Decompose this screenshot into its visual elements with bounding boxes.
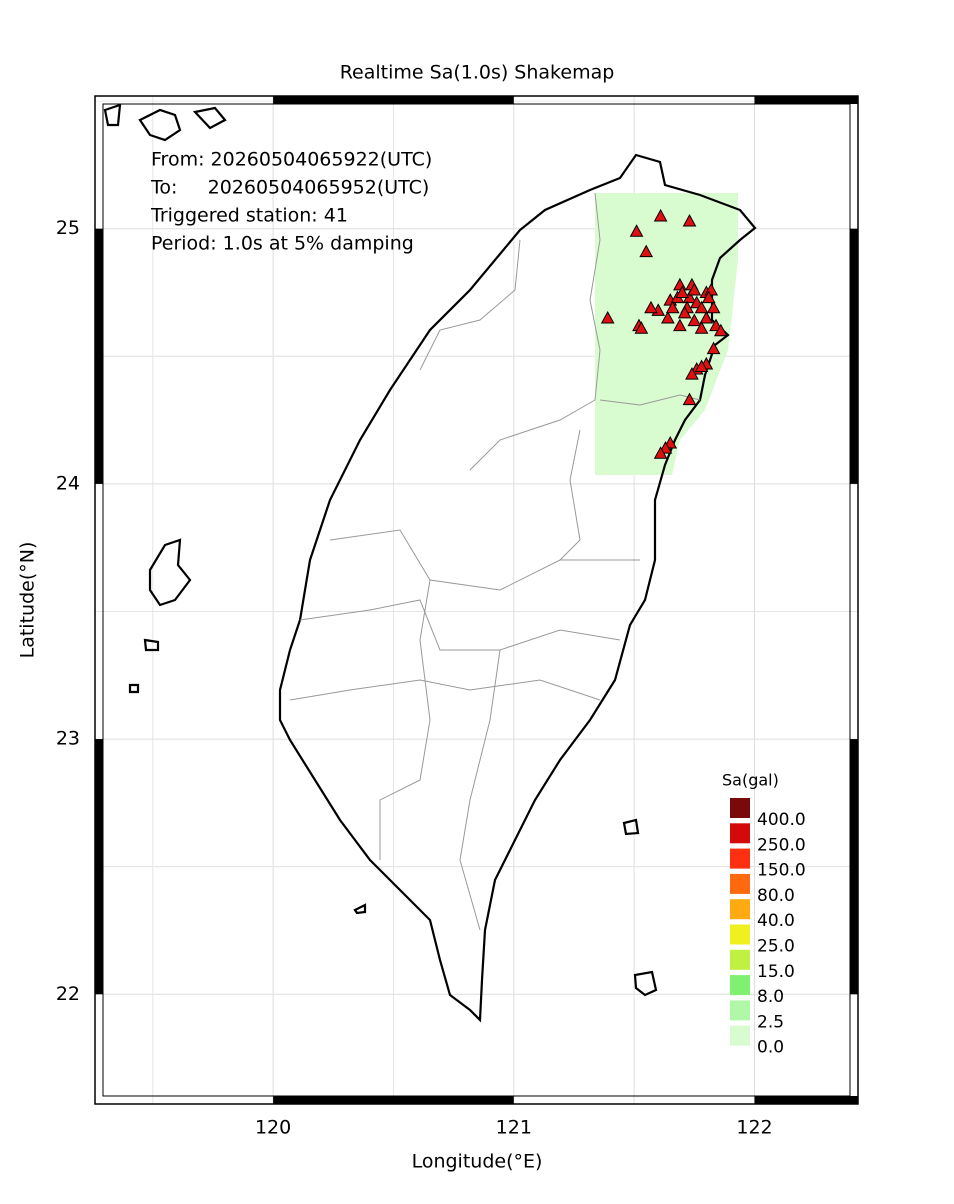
legend-label: 0.0 [757, 1038, 784, 1058]
station [682, 392, 697, 406]
frame-bar [273, 1096, 514, 1104]
stations [600, 208, 728, 459]
map-title: Realtime Sa(1.0s) Shakemap [340, 62, 615, 84]
station [665, 300, 680, 314]
legend-swatch [730, 798, 750, 818]
station [713, 323, 728, 337]
legend-swatch [730, 823, 750, 844]
station [677, 305, 692, 319]
y-axis-label: Latitude(°N) [17, 542, 39, 659]
legend-label: 2.5 [757, 1012, 784, 1032]
islet [353, 903, 367, 915]
station [661, 310, 675, 324]
info-line: To: 20260504065952(UTC) [150, 177, 429, 199]
station [644, 300, 658, 314]
y-tick-label: 23 [56, 728, 80, 750]
county-line [329, 529, 640, 591]
frame-bar [95, 228, 103, 484]
legend-label: 8.0 [757, 987, 784, 1007]
frame-bar [273, 96, 514, 104]
y-tick-label: 24 [56, 472, 80, 494]
station [682, 213, 697, 227]
frame-bar [850, 739, 858, 995]
frame-inner [102, 103, 851, 1097]
green-island [622, 818, 640, 836]
shaded-area [595, 193, 738, 475]
station [653, 208, 668, 222]
y-tick-label: 25 [56, 217, 80, 239]
county-line [419, 239, 521, 371]
info-line: Period: 1.0s at 5% damping [151, 233, 414, 255]
x-tick-label: 122 [736, 1117, 772, 1139]
legend-swatch [730, 848, 750, 869]
frame-bar [850, 228, 858, 484]
taiwan-outline [278, 153, 757, 1023]
legend-label: 400.0 [757, 810, 806, 830]
legend-label: 15.0 [757, 962, 795, 982]
station [634, 321, 649, 334]
station [701, 290, 716, 304]
station [694, 359, 709, 373]
legend-swatch [730, 924, 750, 945]
info-line: From: 20260504065922(UTC) [151, 149, 432, 171]
orchid-island [633, 970, 658, 997]
frame-outer [94, 95, 859, 1105]
station [706, 300, 721, 314]
legend-label: 25.0 [757, 937, 795, 957]
county-line [559, 429, 581, 561]
station [687, 282, 702, 296]
legend-swatch [730, 949, 750, 970]
matsu-islands [103, 103, 227, 142]
station [629, 224, 644, 237]
county-line [379, 579, 431, 860]
station [639, 244, 654, 258]
legend-swatch [730, 1000, 750, 1021]
legend: Sa(gal) 400.0 250.0 150.0 80.0 40.0 25.0 15.0 8.… [722, 771, 806, 1058]
y-tick-label: 22 [56, 983, 80, 1005]
frame: 120 121 122 22 23 24 25 From: 20260504065922(UT… [56, 95, 859, 1139]
penghu [148, 538, 192, 607]
station [600, 310, 615, 324]
info-line: Triggered station: 41 [150, 205, 348, 227]
x-tick-label: 121 [496, 1117, 532, 1139]
frame-bar [754, 1096, 858, 1104]
legend-label: 40.0 [757, 911, 795, 931]
legend-label: 150.0 [757, 861, 806, 881]
station [673, 318, 687, 332]
legend-label: 80.0 [757, 886, 795, 906]
x-tick-label: 120 [255, 1117, 291, 1139]
islets [128, 638, 160, 694]
county-line [459, 649, 501, 931]
legend-swatch [730, 899, 750, 920]
county-line [299, 599, 621, 651]
county-line [469, 192, 601, 471]
frame-bar [95, 739, 103, 995]
station [699, 310, 714, 324]
station [687, 313, 702, 327]
legend-swatch [730, 1025, 750, 1046]
x-axis-label: Longitude(°E) [412, 1151, 543, 1173]
station [653, 446, 668, 459]
coastline [103, 103, 757, 1023]
station [685, 367, 699, 380]
station [675, 285, 690, 298]
legend-title: Sa(gal) [722, 771, 779, 790]
frame-bar [754, 96, 858, 104]
station [694, 300, 709, 314]
station [694, 321, 709, 334]
legend-swatch [730, 873, 750, 894]
legend-label: 250.0 [757, 835, 806, 855]
legend-swatch [730, 975, 750, 996]
station [706, 341, 721, 355]
county-line [289, 679, 601, 701]
